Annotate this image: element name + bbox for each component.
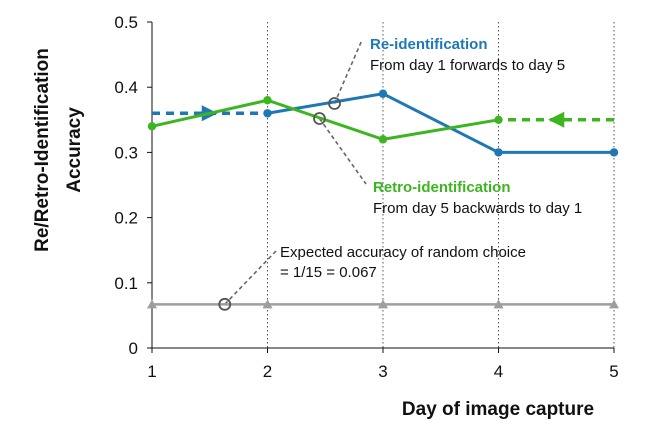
leader-line-reid: [333, 39, 363, 104]
point-reid: [609, 148, 619, 157]
x-axis-title: Day of image capture: [402, 399, 594, 420]
y-tick-label: 0: [129, 339, 138, 358]
point-reid: [378, 89, 388, 98]
annotation-reidentification: Re-identification From day 1 forwards to…: [370, 36, 565, 74]
leader-anchor-random: [218, 297, 232, 311]
leader-line-random: [224, 250, 277, 305]
point-random: [147, 299, 157, 309]
annotation-random-choice: Expected accuracy of random choice = 1/1…: [280, 244, 526, 281]
point-retro: [378, 135, 388, 144]
point-retro: [147, 122, 157, 131]
annotation-retroidentification: Retro-identification From day 5 backward…: [373, 179, 582, 217]
annotation-retroidentification-title: Retro-identification: [373, 179, 511, 196]
point-random: [262, 299, 273, 309]
annotation-retroidentification-subtitle: From day 5 backwards to day 1: [373, 200, 582, 217]
annotation-reidentification-subtitle: From day 1 forwards to day 5: [370, 57, 565, 74]
point-reid: [263, 109, 272, 118]
x-tick-label: 4: [494, 362, 503, 381]
line-reid: [267, 92, 614, 154]
annotation-leaders: [224, 39, 367, 305]
x-tick-label: 5: [609, 362, 618, 381]
point-random: [493, 299, 504, 309]
y-axis-title-line-1: Re/Retro-Identification: [32, 48, 53, 252]
leader-line-retro: [318, 118, 367, 185]
y-tick-label: 0.5: [114, 13, 138, 32]
series-retro: [147, 96, 614, 144]
y-tick-label: 0.2: [114, 209, 138, 228]
annotation-random-line-1: Expected accuracy of random choice: [280, 244, 526, 261]
point-random: [609, 299, 619, 309]
series-layer: [147, 89, 619, 311]
y-tick-label: 0.4: [114, 78, 138, 97]
point-retro: [263, 96, 272, 105]
x-tick-label: 3: [378, 362, 387, 381]
y-tick-label: 0.3: [114, 143, 138, 162]
point-reid: [494, 148, 503, 157]
point-retro: [494, 115, 503, 125]
annotation-random-line-2: = 1/15 = 0.067: [280, 264, 377, 281]
y-axis-title: Re/Retro-Identification Accuracy: [32, 48, 85, 252]
y-tick-labels: 0 0.1 0.2 0.3 0.4 0.5: [114, 13, 152, 358]
x-tick-labels: 1 2 3 4 5: [147, 348, 619, 381]
point-random: [378, 299, 388, 309]
y-tick-label: 0.1: [114, 274, 138, 293]
leader-anchor-retro: [313, 112, 326, 125]
x-tick-label: 2: [263, 362, 272, 381]
series-reid: [152, 89, 619, 157]
x-tick-label: 1: [147, 362, 156, 381]
annotation-reidentification-title: Re-identification: [370, 36, 488, 53]
y-axis-title-line-2: Accuracy: [64, 107, 85, 193]
arrowhead-retro: [548, 111, 565, 128]
leader-anchor-reid: [328, 97, 341, 110]
series-random: [147, 299, 619, 309]
